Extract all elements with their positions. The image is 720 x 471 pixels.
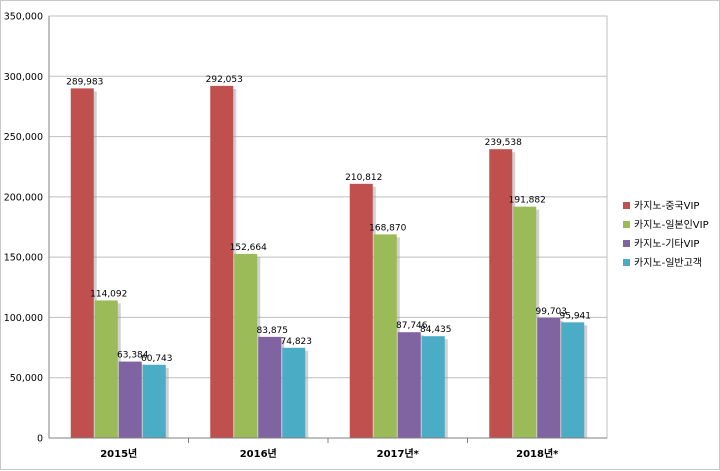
y-tick-label: 50,000	[10, 373, 43, 384]
data-label: 84,435	[420, 325, 452, 335]
data-label: 87,746	[396, 321, 428, 331]
y-axis-ticks: 0 50,000 100,000 150,000 200,000 250,000 300,0…	[4, 12, 43, 445]
legend-label: 카지노-중국VIP	[634, 200, 699, 212]
bar	[258, 336, 282, 438]
y-tick-label: 300,000	[4, 72, 43, 83]
legend-swatch	[623, 240, 630, 247]
legend-label: 카지노-일본인VIP	[634, 219, 709, 231]
legend: 카지노-중국VIP 카지노-일본인VIP 카지노-기타VIP 카지노-일반고객	[623, 200, 709, 269]
bar	[421, 336, 445, 438]
data-label: 289,983	[66, 77, 103, 87]
legend-swatch	[623, 221, 630, 228]
x-tick-label: 2015년	[100, 447, 137, 460]
bar	[282, 347, 306, 438]
x-tick-label: 2018년*	[516, 447, 559, 460]
data-label: 99,703	[536, 307, 568, 317]
x-tick-label: 2017년*	[377, 447, 420, 460]
bar	[118, 361, 142, 438]
bar	[537, 317, 561, 438]
data-label: 95,941	[560, 311, 592, 321]
bar	[397, 332, 421, 438]
legend-label: 카지노-일반고객	[634, 257, 702, 269]
bar	[513, 206, 537, 438]
data-label: 74,823	[281, 337, 313, 347]
data-label: 191,882	[509, 196, 546, 206]
x-axis: 2015년 2016년 2017년* 2018년*	[48, 16, 607, 460]
y-tick-label: 200,000	[4, 192, 43, 203]
data-label: 210,812	[345, 173, 382, 183]
bar	[489, 149, 513, 438]
data-label: 292,053	[206, 75, 243, 85]
x-tick-label: 2016년	[240, 447, 277, 460]
y-tick-label: 350,000	[4, 12, 43, 23]
y-tick-label: 100,000	[4, 313, 43, 324]
legend-swatch	[623, 202, 630, 209]
y-tick-label: 150,000	[4, 253, 43, 264]
legend-swatch	[623, 259, 630, 266]
bar	[373, 234, 397, 438]
data-label: 83,875	[257, 326, 289, 336]
data-label: 60,743	[141, 354, 173, 364]
data-label: 239,538	[485, 138, 522, 148]
bar	[561, 322, 585, 438]
data-label: 114,092	[90, 289, 127, 299]
bar	[349, 183, 373, 438]
legend-label: 카지노-기타VIP	[634, 238, 699, 250]
y-tick-label: 250,000	[4, 132, 43, 143]
y-tick-label: 0	[37, 434, 43, 445]
bar	[210, 85, 234, 438]
data-label: 63,384	[117, 351, 149, 361]
bar	[70, 88, 94, 439]
bar	[142, 364, 166, 438]
bar	[94, 300, 118, 438]
data-label: 152,664	[230, 243, 267, 253]
bars-group	[70, 85, 588, 439]
bar	[234, 253, 258, 438]
data-label: 168,870	[369, 223, 406, 233]
